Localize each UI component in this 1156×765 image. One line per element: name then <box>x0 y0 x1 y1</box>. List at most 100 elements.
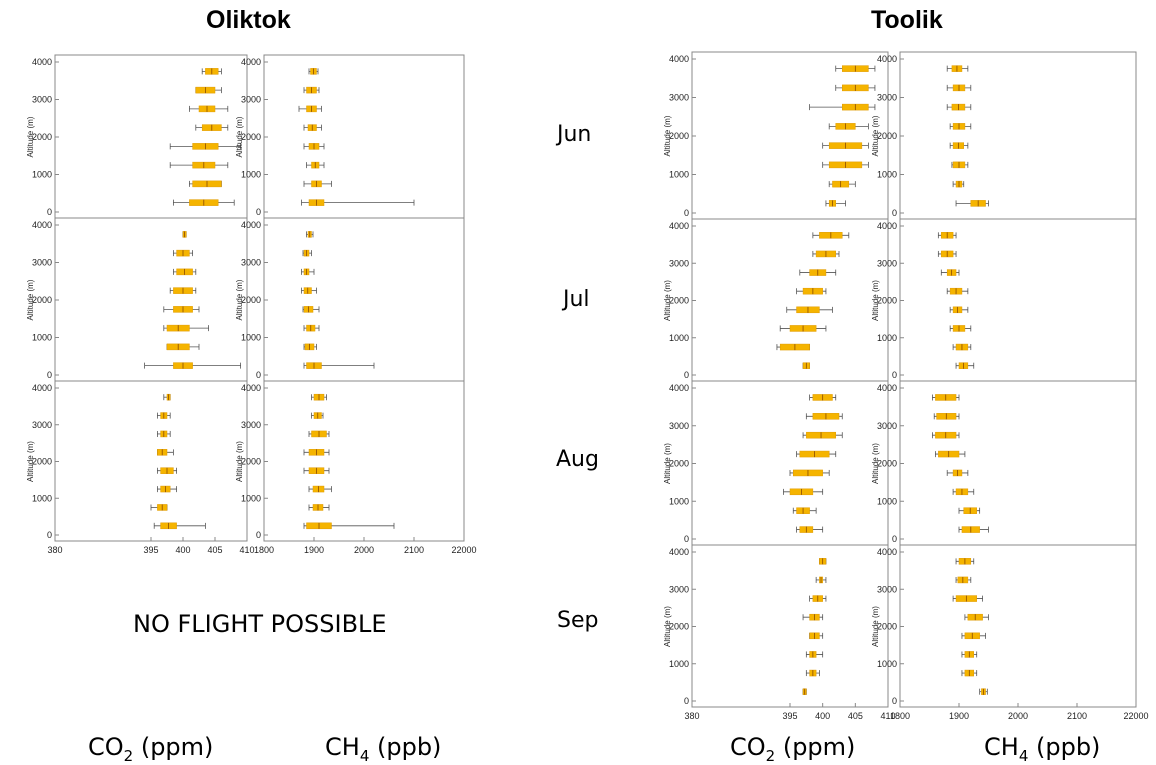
x-tick-label: 2000 <box>354 545 374 555</box>
x-tick-label: 22000 <box>451 545 476 555</box>
y-axis-label: Altitude (m) <box>26 279 35 320</box>
panel-toolik-aug-ch4: 0 1000 2000 3000 4000 Altitude (m) <box>871 380 1137 546</box>
y-tick-label: 0 <box>256 530 261 540</box>
y-axis-label: Altitude (m) <box>235 279 244 320</box>
y-tick-label: 3000 <box>877 258 897 268</box>
x-tick-label: 380 <box>47 545 62 555</box>
x-tick-label: 2000 <box>1008 711 1028 721</box>
x-tick-label: 400 <box>815 711 830 721</box>
y-tick-label: 1000 <box>32 170 52 180</box>
y-tick-label: 1000 <box>877 496 897 506</box>
y-tick-label: 4000 <box>32 220 52 230</box>
panel-frame <box>54 54 248 219</box>
y-axis-label: Altitude (m) <box>871 280 880 321</box>
y-tick-label: 3000 <box>669 258 689 268</box>
y-tick-label: 4000 <box>241 220 261 230</box>
x-tick-label: 1900 <box>949 711 969 721</box>
y-axis-label: Altitude (m) <box>663 443 672 484</box>
month-label-aug: Aug <box>556 447 599 472</box>
panel-oliktok-aug-ch4: 0 1000 2000 3000 4000 Altitude (m) 1800 1900 200… <box>235 380 477 555</box>
y-tick-label: 0 <box>892 696 897 706</box>
y-axis-label: Altitude (m) <box>871 443 880 484</box>
y-tick-label: 4000 <box>877 383 897 393</box>
panel-oliktok-jun-ch4: 0 1000 2000 3000 4000 Altitude (m) <box>235 54 465 219</box>
panel-frame <box>691 218 889 382</box>
panel-frame <box>54 380 248 542</box>
y-tick-label: 4000 <box>877 54 897 64</box>
month-label-sep: Sep <box>557 608 599 633</box>
y-tick-label: 0 <box>684 370 689 380</box>
site-title-oliktok: Oliktok <box>206 6 291 34</box>
y-tick-label: 2000 <box>241 457 261 467</box>
x-tick-label: 22000 <box>1123 711 1148 721</box>
y-axis-label: Altitude (m) <box>26 441 35 482</box>
y-tick-label: 1000 <box>877 170 897 180</box>
y-tick-label: 2000 <box>32 132 52 142</box>
y-tick-label: 2000 <box>669 459 689 469</box>
y-axis-label: Altitude (m) <box>235 441 244 482</box>
x-tick-label: 1800 <box>254 545 274 555</box>
y-axis-label: Altitude (m) <box>871 115 880 156</box>
x-tick-label: 1800 <box>890 711 910 721</box>
y-tick-label: 1000 <box>669 659 689 669</box>
x-tick-label: 2100 <box>404 545 424 555</box>
unit-label-co2-oliktok: CO2 (ppm) <box>88 733 214 765</box>
x-tick-label: 1900 <box>304 545 324 555</box>
y-tick-label: 1000 <box>32 333 52 343</box>
y-tick-label: 0 <box>47 370 52 380</box>
y-tick-label: 4000 <box>241 383 261 393</box>
y-axis-label: Altitude (m) <box>663 280 672 321</box>
y-axis-label: Altitude (m) <box>663 606 672 647</box>
y-tick-label: 0 <box>256 370 261 380</box>
no-flight-notice: NO FLIGHT POSSIBLE <box>133 610 387 638</box>
panel-oliktok-jun-co2: 0 1000 2000 3000 4000 Altitude (m) <box>26 54 248 219</box>
y-tick-label: 2000 <box>877 459 897 469</box>
site-title-toolik: Toolik <box>871 6 943 34</box>
panel-frame <box>899 51 1137 220</box>
y-tick-label: 0 <box>684 534 689 544</box>
x-tick-label: 395 <box>143 545 158 555</box>
panel-frame <box>899 544 1137 708</box>
panel-oliktok-jul-co2: 0 1000 2000 3000 4000 Altitude (m) <box>26 217 248 382</box>
y-tick-label: 0 <box>256 207 261 217</box>
y-tick-label: 0 <box>892 208 897 218</box>
y-tick-label: 3000 <box>32 258 52 268</box>
y-tick-label: 2000 <box>32 295 52 305</box>
panel-frame <box>899 218 1137 382</box>
y-axis-label: Altitude (m) <box>235 116 244 157</box>
y-tick-label: 3000 <box>877 93 897 103</box>
panel-toolik-aug-co2: 0 1000 2000 3000 4000 Altitude (m) <box>663 380 889 546</box>
month-label-jul: Jul <box>563 287 590 312</box>
y-tick-label: 4000 <box>877 221 897 231</box>
y-tick-label: 1000 <box>877 333 897 343</box>
y-tick-label: 2000 <box>669 131 689 141</box>
y-axis-label: Altitude (m) <box>26 116 35 157</box>
panel-toolik-sep-ch4: 0 1000 2000 3000 4000 Altitude (m) 1800 1900 200… <box>871 544 1149 721</box>
panel-frame <box>691 544 889 708</box>
y-tick-label: 4000 <box>877 547 897 557</box>
x-tick-label: 400 <box>175 545 190 555</box>
y-tick-label: 4000 <box>32 383 52 393</box>
x-tick-label: 380 <box>684 711 699 721</box>
panel-toolik-jul-ch4: 0 1000 2000 3000 4000 Altitude (m) <box>871 218 1137 382</box>
panel-oliktok-aug-co2: 0 1000 2000 3000 4000 Altitude (m) 380 395 400 40… <box>26 380 255 555</box>
y-tick-label: 3000 <box>669 584 689 594</box>
panel-frame <box>691 51 889 220</box>
panel-frame <box>899 380 1137 546</box>
y-tick-label: 4000 <box>669 383 689 393</box>
panel-oliktok-jul-ch4: 0 1000 2000 3000 4000 Altitude (m) <box>235 217 465 382</box>
unit-label-ch4-toolik: CH4 (ppb) <box>984 733 1101 765</box>
y-tick-label: 3000 <box>669 93 689 103</box>
y-tick-label: 0 <box>892 370 897 380</box>
y-tick-label: 0 <box>47 207 52 217</box>
y-tick-label: 1000 <box>32 493 52 503</box>
y-tick-label: 3000 <box>32 95 52 105</box>
y-tick-label: 4000 <box>669 547 689 557</box>
x-tick-label: 410 <box>880 711 895 721</box>
x-tick-label: 410 <box>239 545 254 555</box>
y-tick-label: 0 <box>684 696 689 706</box>
y-tick-label: 1000 <box>241 170 261 180</box>
y-tick-label: 4000 <box>669 221 689 231</box>
panel-frame <box>54 217 248 382</box>
